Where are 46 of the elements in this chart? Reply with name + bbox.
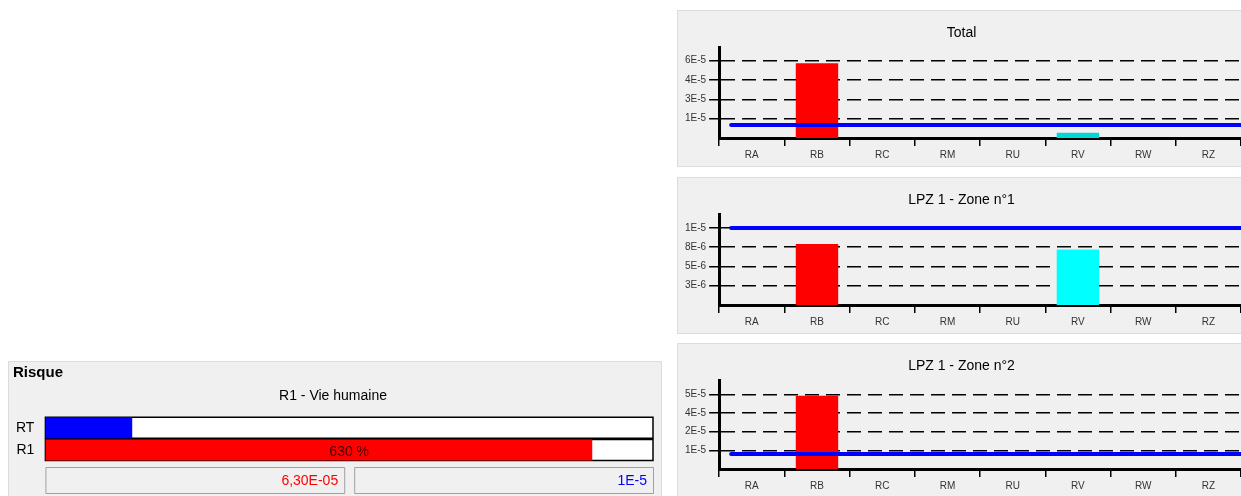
x-tick-label: RB: [810, 479, 825, 491]
y-tick-label: 4E-5: [685, 406, 707, 418]
x-tick-label: RC: [874, 148, 890, 160]
x-tick-label: RW: [1134, 148, 1152, 160]
x-tick-label: RZ: [1201, 148, 1216, 160]
x-tick-label: RM: [939, 148, 956, 160]
y-tick-label: 4E-5: [685, 73, 707, 85]
chart-title: LPZ 1 - Zone n°2: [908, 357, 1016, 374]
text: 1E-5: [617, 471, 648, 488]
chart-title: Risque: [13, 363, 64, 381]
x-tick-label: RA: [744, 148, 760, 160]
x-tick-label: RZ: [1201, 479, 1216, 491]
y-tick-label: 8E-6: [685, 240, 707, 252]
y-tick-label: RT: [15, 418, 35, 435]
x-tick-label: RA: [744, 315, 760, 327]
x-tick-label: RV: [1071, 479, 1086, 491]
x-tick-label: RC: [874, 315, 890, 327]
chart-title: Total: [946, 24, 977, 41]
text: 6,30E-05: [281, 471, 339, 488]
chart-title: LPZ 1 - Zone n°1: [908, 191, 1016, 208]
y-tick-label: 5E-5: [685, 388, 707, 399]
x-tick-label: RU: [1005, 315, 1020, 327]
x-tick-label: RC: [874, 479, 890, 491]
y-tick-label: 5E-6: [685, 260, 707, 272]
data-label: 630 %: [329, 442, 370, 459]
y-tick-label: 1E-5: [685, 112, 707, 124]
x-tick-label: RZ: [1201, 315, 1216, 327]
x-tick-label: RB: [810, 148, 825, 160]
y-tick-label: 2E-5: [685, 425, 707, 437]
x-tick-label: RW: [1134, 315, 1152, 327]
x-tick-label: RU: [1005, 479, 1020, 491]
x-tick-label: RV: [1071, 148, 1086, 160]
x-tick-label: RM: [939, 479, 956, 491]
y-tick-label: R1: [16, 440, 35, 457]
x-tick-label: RB: [810, 315, 825, 327]
y-tick-label: 1E-5: [685, 444, 707, 456]
y-tick-label: 3E-5: [685, 93, 707, 105]
x-tick-label: RM: [939, 315, 956, 327]
y-tick-label: 1E-5: [685, 221, 707, 233]
x-tick-label: RW: [1134, 479, 1152, 491]
chart-subtitle: R1 - Vie humaine: [279, 387, 388, 404]
x-tick-label: RV: [1071, 315, 1086, 327]
y-tick-label: 3E-6: [685, 279, 707, 291]
y-tick-label: 6E-5: [685, 54, 707, 66]
x-tick-label: RU: [1005, 148, 1020, 160]
x-tick-label: RA: [744, 479, 760, 491]
